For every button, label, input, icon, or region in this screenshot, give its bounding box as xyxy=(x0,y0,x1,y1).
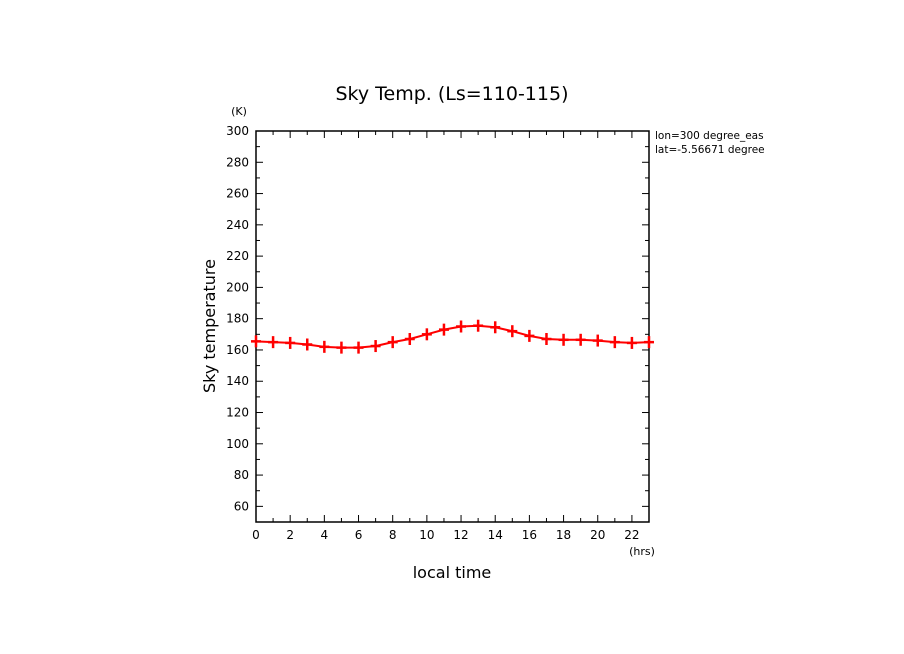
x-tick-label: 2 xyxy=(286,528,294,542)
data-point-marker xyxy=(524,329,535,342)
data-point-marker xyxy=(353,341,364,354)
x-tick-label: 4 xyxy=(321,528,329,542)
x-tick-label: 20 xyxy=(590,528,605,542)
annotation-lat: lat=-5.56671 degree xyxy=(655,144,765,156)
x-tick-label: 14 xyxy=(488,528,503,542)
y-tick-label: 220 xyxy=(226,249,249,263)
y-tick-label: 120 xyxy=(226,406,249,420)
axes: 60 80 100 120 140 160 180 200 220 240 260 280 300 0 2 4… xyxy=(226,124,650,542)
data-point-marker xyxy=(592,334,603,347)
y-tick-label: 60 xyxy=(234,499,249,513)
x-tick-label: 8 xyxy=(389,528,397,542)
y-unit-label: (K) xyxy=(231,105,247,118)
data-point-marker xyxy=(438,323,449,336)
annotation-clip xyxy=(780,126,904,158)
data-point-marker xyxy=(319,340,330,353)
x-unit-label: (hrs) xyxy=(629,545,655,558)
data-point-marker xyxy=(285,336,296,349)
y-tick-label: 200 xyxy=(226,280,249,294)
data-point-marker xyxy=(404,333,415,346)
plot-area xyxy=(251,319,654,354)
data-point-marker xyxy=(490,321,501,334)
y-tick-label: 100 xyxy=(226,437,249,451)
data-point-marker xyxy=(507,325,518,338)
data-point-marker xyxy=(541,333,552,346)
data-point-marker xyxy=(302,338,313,351)
plot-frame xyxy=(255,130,650,523)
x-tick-label: 6 xyxy=(355,528,363,542)
x-tick-label: 12 xyxy=(453,528,468,542)
series-line xyxy=(255,324,650,349)
x-tick-label: 16 xyxy=(522,528,537,542)
data-point-marker xyxy=(387,336,398,349)
x-tick-label: 0 xyxy=(252,528,260,542)
y-tick-label: 240 xyxy=(226,218,249,232)
y-tick-label: 160 xyxy=(226,343,249,357)
x-tick-label: 10 xyxy=(419,528,434,542)
annotation-lon: lon=300 degree_eas xyxy=(655,130,764,142)
data-point-marker xyxy=(268,336,279,349)
y-tick-label: 180 xyxy=(226,312,249,326)
data-point-marker xyxy=(421,328,432,341)
data-point-marker xyxy=(473,319,484,332)
y-tick-label: 280 xyxy=(226,155,249,169)
data-point-marker xyxy=(626,336,637,349)
data-point-marker xyxy=(575,333,586,346)
data-point-marker xyxy=(456,320,467,333)
y-tick-label: 140 xyxy=(226,374,249,388)
data-point-marker xyxy=(336,341,347,354)
x-axis-label: local time xyxy=(413,563,492,582)
y-tick-label: 300 xyxy=(226,124,249,138)
data-point-marker xyxy=(609,336,620,349)
data-point-marker xyxy=(644,336,654,349)
data-point-marker xyxy=(251,335,261,348)
x-tick-label: 18 xyxy=(556,528,571,542)
y-axis-label: Sky temperature xyxy=(200,259,219,393)
data-point-marker xyxy=(558,333,569,346)
y-tick-label: 80 xyxy=(234,468,249,482)
x-tick-label: 22 xyxy=(624,528,639,542)
chart-title: Sky Temp. (Ls=110-115) xyxy=(335,83,568,105)
y-tick-label: 260 xyxy=(226,187,249,201)
data-point-marker xyxy=(370,340,381,353)
